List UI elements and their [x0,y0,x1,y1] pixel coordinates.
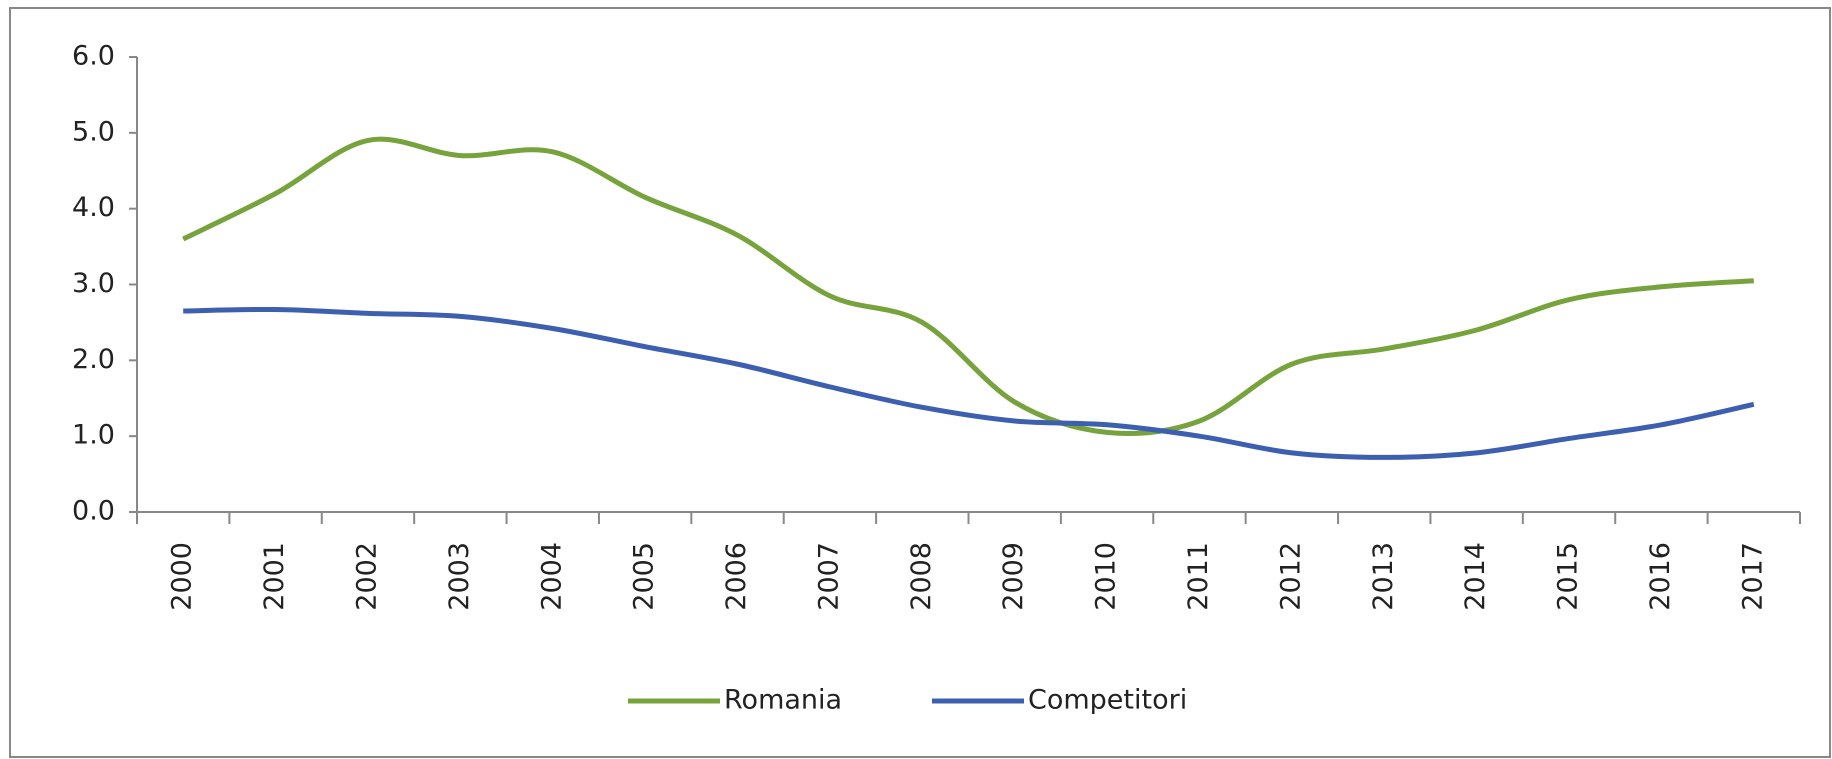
x-tick-label: 2005 [629,542,660,611]
y-tick-label: 0.0 [72,496,115,527]
y-tick-label: 5.0 [72,116,115,147]
line-series [182,136,1754,436]
line-series [183,306,1755,460]
x-tick-label: 2006 [721,542,752,611]
x-tick-label: 2017 [1737,542,1768,611]
x-tick-label: 2001 [259,542,290,611]
x-tick-label: 2013 [1368,542,1399,611]
y-tick-label: 4.0 [72,192,115,223]
legend-label: Romania [724,685,842,716]
x-tick-label: 2008 [906,542,937,611]
y-tick-label: 2.0 [72,344,115,375]
x-tick-label: 2002 [351,542,382,611]
x-tick-label: 2004 [536,542,567,611]
x-tick-label: 2011 [1183,542,1214,611]
x-tick-label: 2003 [444,542,475,611]
x-tick-label: 2014 [1460,542,1491,611]
x-tick-label: 2016 [1645,542,1676,611]
y-tick-label: 6.0 [72,41,115,72]
x-tick-label: 2010 [1091,542,1122,611]
chart-frame [9,7,1831,758]
x-tick-label: 2012 [1275,542,1306,611]
y-tick-label: 1.0 [72,420,115,451]
legend-label: Competitori [1028,685,1187,716]
x-tick-label: 2000 [167,542,198,611]
x-tick-label: 2007 [813,542,844,611]
x-tick-label: 2009 [998,542,1029,611]
x-tick-label: 2015 [1553,542,1584,611]
y-tick-label: 3.0 [72,268,115,299]
